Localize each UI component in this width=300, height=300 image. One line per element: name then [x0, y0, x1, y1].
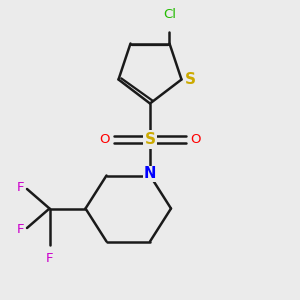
Text: F: F [16, 181, 24, 194]
Text: S: S [184, 72, 196, 87]
Text: F: F [46, 252, 53, 265]
Text: F: F [16, 223, 24, 236]
Text: N: N [144, 167, 156, 182]
Text: Cl: Cl [163, 8, 176, 21]
Text: S: S [145, 132, 155, 147]
Text: O: O [190, 133, 201, 146]
Text: O: O [99, 133, 110, 146]
